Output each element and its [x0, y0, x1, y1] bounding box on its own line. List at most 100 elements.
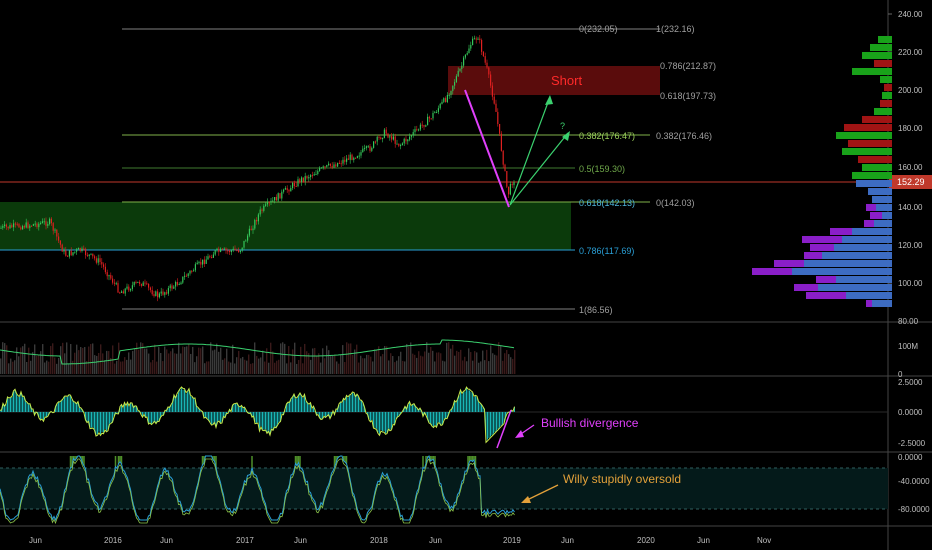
volume-profile-bar	[834, 244, 892, 251]
willy-band	[0, 468, 888, 509]
volume-bar	[354, 349, 356, 374]
volume-bar	[10, 358, 12, 374]
time-tick-label: 2016	[104, 536, 122, 545]
candle-body	[175, 281, 177, 287]
volume-bar	[78, 350, 80, 374]
candle-body	[509, 184, 511, 195]
time-axis[interactable]: Jun 2016 Jun 2017 Jun 2018 Jun 2019 Jun …	[29, 536, 771, 545]
volume-profile-bar	[872, 196, 892, 203]
volume-bar	[28, 347, 30, 374]
volume-bar	[422, 356, 424, 374]
candle-body	[142, 282, 144, 286]
candle-body	[394, 136, 396, 144]
volume-bar	[340, 354, 342, 374]
volume-profile-bar	[822, 252, 892, 259]
candle-body	[218, 248, 220, 252]
volume-profile-bar	[794, 284, 818, 291]
volume-bar	[238, 350, 240, 374]
candle-body	[256, 219, 258, 222]
volume-bar	[394, 362, 396, 374]
fib-retracement[interactable]: 0(232.05) 1(232.16) 0.786(212.87) 0.618(…	[0, 24, 716, 315]
candle-body	[97, 258, 99, 263]
volume-bar	[38, 354, 40, 374]
candle-body	[135, 281, 137, 283]
volume-bar	[452, 344, 454, 374]
volume-bar	[152, 359, 154, 374]
candle-body	[279, 193, 281, 199]
candle-body	[385, 129, 387, 134]
short-zone[interactable]	[448, 66, 660, 95]
volume-bar	[336, 361, 338, 374]
volume-bar	[80, 346, 82, 374]
volume-bar	[232, 344, 234, 374]
candle-body	[288, 190, 290, 192]
volume-bar	[234, 363, 236, 374]
candle-body	[128, 286, 130, 291]
volume-bar	[226, 348, 228, 374]
volume-bar	[24, 343, 26, 374]
volume-bar	[344, 362, 346, 374]
divergence-line[interactable]	[496, 409, 512, 449]
fib-label: 1(86.56)	[579, 305, 613, 315]
volume-bar	[178, 342, 180, 374]
volume-bar	[268, 362, 270, 374]
volume-bar	[306, 351, 308, 374]
candle-body	[40, 223, 42, 225]
candle-body	[374, 141, 376, 143]
volume-profile-bar	[848, 140, 892, 147]
fib-label: 0(142.03)	[656, 198, 695, 208]
candle-body	[196, 262, 198, 265]
candle-body	[56, 229, 58, 237]
candle-body	[302, 177, 304, 182]
candle-body	[272, 200, 274, 202]
volume-bar	[440, 353, 442, 374]
candle-body	[376, 136, 378, 142]
candle-body	[407, 139, 409, 142]
fib-label: 0.618(142.13)	[579, 198, 635, 208]
volume-bar	[310, 359, 312, 374]
support-zone[interactable]	[0, 202, 571, 250]
volume-bar	[392, 356, 394, 374]
volume-bar	[42, 344, 44, 374]
candle-body	[428, 116, 430, 119]
candle-body	[493, 96, 495, 104]
candle-body	[306, 176, 308, 179]
candle-body	[95, 258, 97, 263]
volume-bar	[0, 358, 2, 374]
willy-arrow[interactable]	[524, 484, 559, 502]
candle-body	[403, 138, 405, 144]
volume-bar	[168, 353, 170, 374]
candle-body	[99, 258, 101, 262]
candle-body	[257, 214, 259, 222]
volume-profile-bar	[842, 236, 892, 243]
arrow-up-steep	[509, 96, 551, 206]
volume-bar	[468, 348, 470, 374]
candle-body	[320, 167, 322, 169]
candle-body	[423, 125, 425, 127]
volume-bar	[282, 342, 284, 374]
candle-body	[110, 275, 112, 279]
candle-body	[49, 218, 51, 225]
volume-bar	[396, 360, 398, 374]
volume-bar	[140, 342, 142, 374]
candle-body	[481, 40, 483, 52]
candle-body	[464, 54, 466, 58]
projection-arrows[interactable]: ?	[509, 95, 570, 206]
volume-profile-bar	[842, 148, 892, 155]
time-tick-label: Jun	[697, 536, 710, 545]
candle-body	[497, 111, 499, 124]
candle-body	[173, 286, 175, 289]
volume-bar	[278, 359, 280, 374]
candle-body	[243, 240, 245, 248]
candle-body	[466, 53, 468, 55]
candle-body	[432, 112, 434, 119]
candle-body	[502, 150, 504, 165]
candle-body	[295, 186, 297, 188]
volume-bar	[240, 358, 242, 374]
candle-body	[236, 250, 238, 252]
volume-bar	[48, 361, 50, 374]
volume-profile-bar	[836, 132, 892, 139]
volume-profile-bar	[810, 244, 834, 251]
decline-trendline[interactable]	[464, 89, 510, 208]
